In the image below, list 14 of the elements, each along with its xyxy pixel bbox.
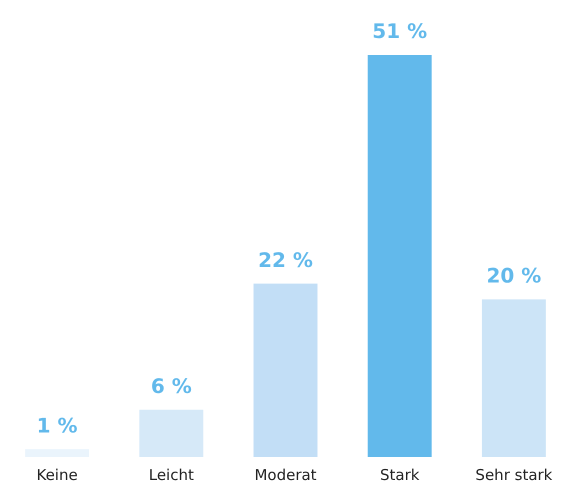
x-tick-label: Keine — [36, 466, 78, 484]
bar — [482, 299, 546, 457]
x-tick-label: Stark — [380, 466, 420, 484]
x-tick-label: Leicht — [148, 466, 194, 484]
x-tick-label: Moderat — [254, 466, 317, 484]
bar — [368, 55, 432, 457]
bar — [254, 284, 318, 457]
x-tick-label: Sehr stark — [475, 466, 553, 484]
data-label: 6 % — [150, 374, 192, 398]
data-label: 51 % — [372, 19, 428, 44]
data-label: 1 % — [36, 413, 78, 438]
data-label: 22 % — [258, 248, 313, 272]
data-label: 20 % — [486, 264, 542, 288]
bar — [139, 410, 204, 457]
